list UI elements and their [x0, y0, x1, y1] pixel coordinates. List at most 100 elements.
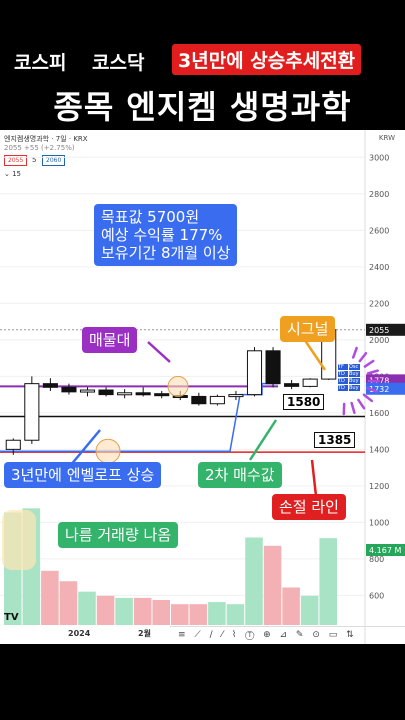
volume-bar: [96, 595, 115, 625]
envelope-arrow: [69, 429, 101, 467]
level-1385-tag: 1385: [314, 432, 356, 448]
target-price: 목표값 5700원: [101, 208, 200, 226]
candle-body: [265, 350, 281, 385]
volume-bar: [189, 604, 208, 625]
currency-label: KRW: [378, 134, 395, 142]
stoploss-callout: 손절 라인: [272, 494, 346, 520]
volume-highlight: [2, 510, 36, 570]
target-callout: 목표값 5700원 예상 수익률 177% 보유기간 8개월 이상: [94, 204, 238, 266]
signal-callout: 시그널: [280, 316, 336, 342]
level-1580-tag: 1580: [283, 394, 325, 410]
signal-ray: [350, 401, 356, 414]
volume-callout: 나름 거래량 나옴: [58, 522, 179, 548]
chart-change: 2055 +55 (+2.75%): [4, 144, 75, 152]
volume-bar: [133, 597, 152, 625]
y-tick-label: 3000: [369, 153, 389, 162]
candle-body: [135, 392, 151, 396]
volume-bar: [208, 602, 226, 625]
signal-ray: [357, 398, 366, 410]
candle-body: [246, 350, 263, 396]
candle-body: [228, 394, 244, 398]
candle-body: [79, 389, 96, 393]
resistance-callout: 매물대: [82, 327, 138, 353]
volume-bar: [41, 570, 59, 625]
volume-bar: [319, 538, 337, 625]
y-tick-label: 2600: [369, 226, 389, 235]
candle-body: [284, 383, 300, 387]
volume-bar: [300, 595, 319, 625]
volume-bar: [263, 545, 282, 625]
panel-tag-3: Buy: [349, 371, 360, 377]
second-buy-arrow: [248, 419, 278, 461]
panel-tag-2: TD: [338, 371, 348, 377]
volume-bar: [282, 587, 300, 625]
candle-body: [42, 383, 58, 388]
volume-bar: [59, 581, 78, 625]
resistance-arrow: [147, 341, 171, 363]
volume-bar: [115, 597, 133, 625]
stoploss-arrow: [310, 459, 318, 497]
second-buy-callout: 2차 매수값: [198, 462, 282, 488]
signal-panel: TF Osc TD Buy TD Buy TD Buy: [338, 364, 360, 391]
target-period: 보유기간 8개월 이상: [101, 244, 231, 262]
chart-title: 엔지켐생명과학 · 7일 · KRX 2055 +55 (+2.75%) 205…: [4, 134, 88, 178]
price-tag-volume: 4.167 M: [369, 546, 401, 555]
buy-price-box[interactable]: 2060: [42, 155, 66, 166]
signal-ray: [358, 351, 368, 363]
candle-body: [98, 389, 114, 396]
target-return: 예상 수익률 177%: [101, 226, 223, 244]
candle-body: [209, 395, 225, 405]
x-tick-label: 2월: [138, 628, 151, 638]
sell-price-box[interactable]: 2055: [4, 155, 28, 166]
y-tick-label: 2200: [369, 299, 389, 308]
candle-body: [302, 378, 318, 387]
signal-ray: [363, 359, 375, 368]
resistance-circle: [167, 375, 189, 397]
drawing-toolbar[interactable]: ≡ ⟋ ∕ ⁄ ⌇ Ⓣ ⊕ ⊿ ✎ ⊙ ▭ ⇅: [170, 626, 405, 644]
panel-tag-6: TD: [338, 385, 348, 391]
headline-highlight: 3년만에 상승추세전환: [172, 44, 362, 75]
price-tag-volume-bg: [366, 544, 405, 556]
panel-tag-0: TF: [338, 364, 348, 370]
x-tick-label: 2024: [68, 629, 91, 638]
toolbar-icons[interactable]: ≡ ⟋ ∕ ⁄ ⌇ Ⓣ ⊕ ⊿ ✎ ⊙ ▭ ⇅: [178, 630, 357, 640]
y-tick-label: 2000: [369, 336, 389, 345]
price-tag-lower: 1732: [369, 385, 389, 394]
candle-body: [191, 395, 207, 405]
headline-kosdaq: 코스닥: [92, 52, 145, 74]
panel-tag-7: Buy: [349, 385, 360, 391]
volume-bar: [78, 591, 96, 625]
y-tick-label: 1400: [369, 445, 389, 454]
price-tag-current: 2055: [369, 326, 389, 335]
panel-tag-4: TD: [338, 378, 348, 384]
envelope-callout: 3년만에 엔벨로프 상승: [4, 462, 162, 488]
candle-body: [61, 386, 77, 393]
volume-bar: [171, 604, 189, 625]
signal-ray: [366, 369, 379, 375]
chart-symbol: 엔지켐생명과학 · 7일 · KRX: [4, 135, 88, 143]
volume-bar: [226, 604, 245, 625]
y-tick-label: 1200: [369, 482, 389, 491]
candle-body: [24, 383, 40, 441]
volume-bar: [245, 537, 263, 625]
y-tick-label: 2400: [369, 263, 389, 272]
signal-ray: [351, 346, 358, 359]
headline-kospi: 코스피: [14, 52, 67, 74]
y-tick-label: 2800: [369, 190, 389, 199]
tradingview-logo: TV: [4, 612, 19, 623]
chart-panel[interactable]: 엔지켐생명과학 · 7일 · KRX 2055 +55 (+2.75%) 205…: [0, 130, 405, 644]
volume-bar: [152, 600, 170, 625]
interval-label: ⌄ 15: [4, 170, 22, 178]
y-tick-label: 600: [369, 591, 384, 600]
price-tag-current-bg: [366, 323, 405, 336]
signal-ray: [362, 393, 374, 403]
panel-tag-1: Osc: [349, 364, 360, 370]
candlestick-plot: 3000280026002400220020001800160014001200…: [0, 130, 405, 644]
y-tick-label: 1000: [369, 518, 389, 527]
candle-body: [117, 392, 133, 396]
signal-ray: [366, 386, 379, 393]
y-tick-label: 1600: [369, 409, 389, 418]
headline-2: 종목 엔지켐 생명과학: [53, 88, 352, 126]
y-tick-label: 800: [369, 555, 384, 564]
interval-value: 15: [12, 170, 22, 178]
